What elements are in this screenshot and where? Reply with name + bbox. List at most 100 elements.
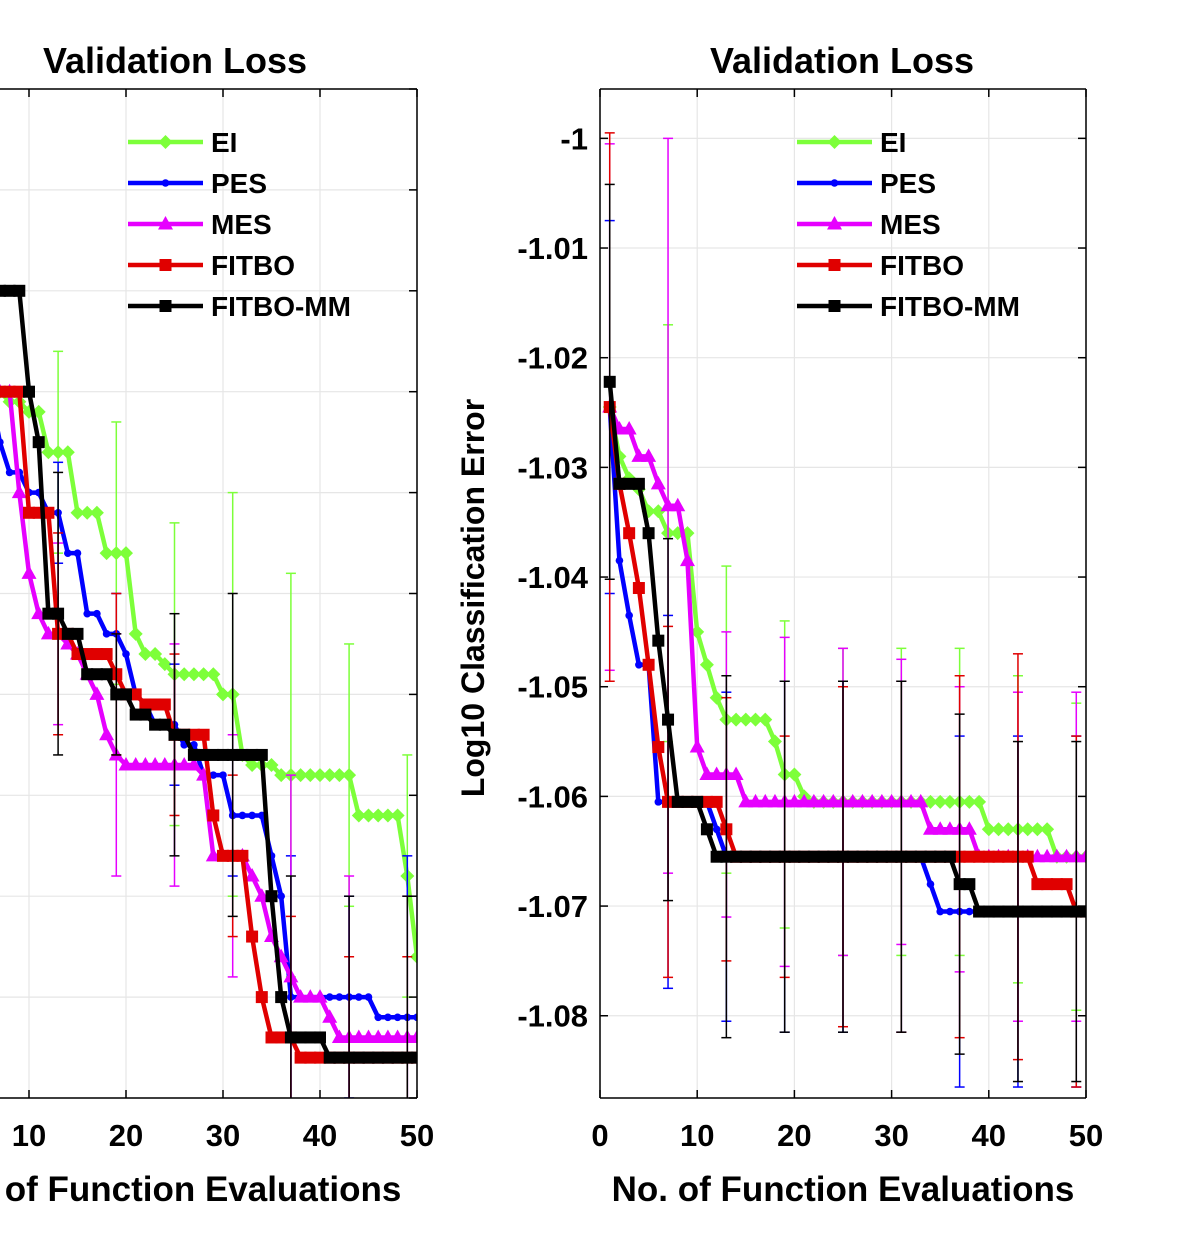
left-legend-entry-fitbo-marker [159, 259, 172, 271]
right-ytick-label: -1.02 [517, 341, 588, 376]
right-series-fitbo-mm [603, 183, 1086, 1083]
right-series-fitbo-point [1021, 850, 1034, 863]
right-series-ei-point [933, 794, 948, 809]
right-x-axis-label: No. of Function Evaluations [612, 1170, 1075, 1209]
left-series-pes-point [209, 771, 218, 779]
right-series-pes-point [635, 660, 643, 669]
right-series-fitbo-mm-point [895, 850, 908, 863]
right-series-pes-point [712, 825, 721, 834]
left-series-fitbo-mm-point [139, 708, 152, 721]
left-series-fitbo-point [304, 1051, 317, 1064]
right-series-mes-point [1059, 848, 1075, 863]
right-series-mes-point [864, 793, 880, 808]
left-series-ei-point [332, 768, 347, 783]
right-series-mes-point [845, 793, 861, 808]
left-series-pes-point [384, 1013, 392, 1022]
right-series-fitbo-mm-point [671, 795, 684, 808]
right-series-ei-point [738, 712, 753, 727]
left-series-mes-point [312, 989, 328, 1003]
left-series-ei-point [264, 758, 279, 773]
right-series-mes-point [942, 821, 958, 835]
left-series-fitbo-point [255, 991, 268, 1004]
left-series-ei-point [361, 808, 376, 823]
left-series-pes-point [83, 609, 91, 618]
left-series-mes-point [302, 989, 318, 1003]
left-series-fitbo-mm-point [42, 607, 55, 620]
right-series-fitbo-mm-point [720, 850, 733, 863]
right-legend-entry-fitbo-mm: FITBO-MM [797, 291, 1020, 322]
right-legend-entry-ei: EI [797, 127, 906, 158]
right-series-mes-point [825, 793, 841, 808]
left-legend-entry-fitbo-mm-marker [159, 300, 172, 312]
left-legend-entry-fitbo-label: FITBO [211, 250, 295, 281]
left-legend-entry-mes-label: MES [211, 209, 272, 240]
right-series-ei-point [651, 504, 666, 519]
left-series-fitbo-mm-point [275, 991, 288, 1004]
left-series-pes-point [413, 1013, 417, 1022]
right-series-mes-point [670, 497, 686, 512]
right-series-fitbo-mm-point [875, 850, 888, 863]
right-series-mes-point [796, 793, 812, 808]
left-series-fitbo-point [42, 506, 55, 519]
right-series-fitbo-point [632, 582, 645, 595]
right-series-fitbo-point [1002, 850, 1015, 863]
right-series-mes-point [874, 793, 890, 808]
right-series-ei-point [1040, 822, 1055, 837]
left-series-ei-point [196, 667, 211, 682]
left-series-mes-point [351, 1029, 367, 1043]
left-series-mes-point [137, 757, 153, 771]
left-series-fitbo-mm-point [187, 748, 200, 761]
left-series-fitbo-point [294, 1051, 307, 1064]
right-series-pes-point [625, 611, 633, 620]
left-series-pes-point [325, 993, 334, 1001]
left-series-pes-point [219, 771, 227, 779]
left-series-pes-point [102, 630, 111, 638]
left-series-fitbo-mm-point [333, 1051, 346, 1064]
left-x-axis-label: No. of Function Evaluations [0, 1170, 401, 1209]
left-series-fitbo-point [207, 809, 220, 822]
right-series-fitbo-point [642, 658, 655, 671]
left-series-ei-point [380, 808, 395, 823]
right-series-fitbo-mm-point [700, 823, 713, 836]
left-series-fitbo-point [139, 698, 152, 711]
right-series-group [602, 132, 1086, 1088]
left-xtick-label: 30 [206, 1118, 240, 1153]
right-series-fitbo-mm-point [613, 477, 626, 490]
left-series-mes-point [370, 1029, 386, 1043]
right-legend-entry-fitbo-marker [828, 259, 841, 271]
right-series-mes-point [699, 766, 715, 780]
left-legend-entry-pes-marker [161, 179, 170, 187]
right-series-fitbo-mm-point [642, 527, 655, 540]
right-series-fitbo-mm-point [739, 850, 752, 863]
left-series-pes-point [5, 468, 14, 477]
right-series-fitbo-mm-point [963, 878, 976, 891]
left-series-ei-point [60, 445, 75, 460]
left-series-fitbo-mm-point [100, 668, 113, 681]
right-series-ei-line [607, 406, 1086, 859]
right-series-fitbo-mm-point [730, 850, 743, 863]
left-series-fitbo-mm-point [246, 748, 259, 761]
right-series-fitbo-point [1041, 878, 1054, 891]
left-series-fitbo-mm-point [284, 1031, 297, 1044]
left-series-fitbo-mm-point [304, 1031, 317, 1044]
left-series-ei-point [186, 667, 201, 682]
left-series-ei-point [148, 647, 163, 662]
right-xtick-label: 20 [777, 1118, 811, 1153]
left-legend-entry-pes: PES [128, 168, 267, 199]
right-series-fitbo-mm-point [943, 850, 956, 863]
right-legend-entry-mes-marker [827, 216, 842, 230]
left-series-fitbo-mm-point [207, 748, 220, 761]
left-xtick-label: 40 [303, 1118, 337, 1153]
right-series-fitbo-point [652, 741, 665, 754]
right-series-fitbo-mm-point [905, 850, 918, 863]
right-ytick-label: -1 [560, 121, 588, 156]
left-series-fitbo-point [100, 648, 113, 661]
right-series-fitbo-point [973, 850, 986, 863]
right-legend-entry-pes: PES [797, 168, 936, 199]
right-legend-entry-fitbo-mm-label: FITBO-MM [880, 291, 1020, 322]
right-legend-entry-fitbo-mm-marker [828, 300, 841, 312]
left-series-ei-point [274, 768, 289, 783]
left-xtick-label: 20 [109, 1118, 143, 1153]
right-series-fitbo-mm-point [953, 878, 966, 891]
left-series-fitbo-mm-point [13, 284, 26, 297]
